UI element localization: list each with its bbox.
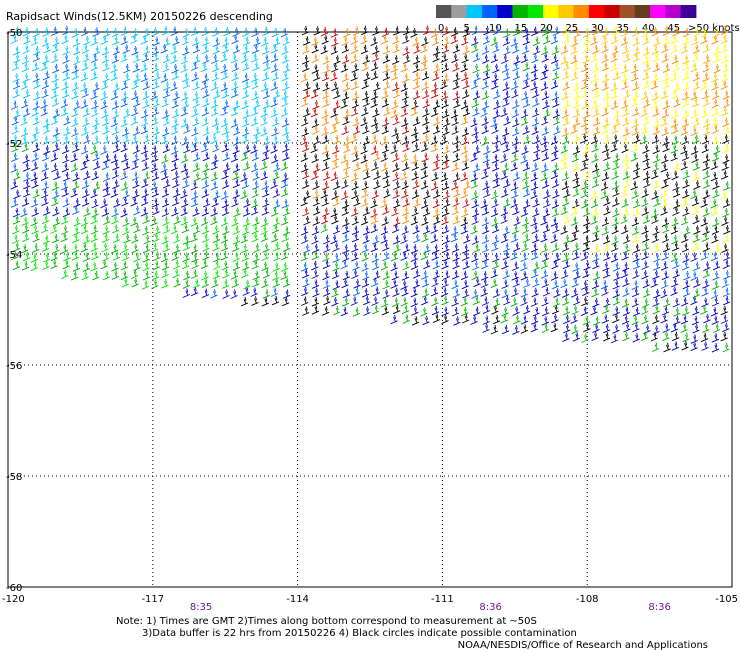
legend-swatch bbox=[665, 5, 682, 18]
legend-swatch bbox=[451, 5, 467, 18]
legend-tick-label: 0 bbox=[438, 23, 444, 34]
longitude-label: -114 bbox=[286, 594, 309, 605]
legend-swatch bbox=[680, 5, 697, 18]
legend-swatch bbox=[466, 5, 483, 18]
map-title: Rapidsact Winds(12.5KM) 20150226 descend… bbox=[6, 10, 273, 23]
note-line-2: 3)Data buffer is 22 hrs from 20150226 4)… bbox=[142, 628, 577, 639]
legend-swatch bbox=[619, 5, 636, 18]
legend-swatch bbox=[634, 5, 651, 18]
wind-barb-icon bbox=[11, 214, 290, 290]
legend-swatch bbox=[497, 5, 513, 18]
wind-barb-icon bbox=[10, 25, 291, 146]
legend-tick-label: 35 bbox=[616, 23, 629, 34]
wind-barb-icon bbox=[10, 26, 731, 353]
latitude-label: -58 bbox=[6, 472, 22, 483]
pass-time-label: 8:36 bbox=[479, 602, 501, 613]
wind-barb-icon bbox=[560, 25, 731, 254]
wind-barb-icon bbox=[300, 25, 470, 227]
wind-barb-icon bbox=[10, 25, 731, 299]
legend-swatch bbox=[558, 5, 575, 18]
longitude-label: -117 bbox=[141, 594, 164, 605]
legend-swatch bbox=[481, 5, 498, 18]
legend-swatch bbox=[543, 5, 559, 18]
latitude-label: -52 bbox=[6, 139, 22, 150]
legend-swatch bbox=[512, 5, 529, 18]
legend-swatch bbox=[573, 5, 590, 18]
longitude-label: -108 bbox=[576, 594, 599, 605]
legend-tick-label: 45 bbox=[667, 23, 680, 34]
legend-unit-label: >50 knots bbox=[688, 23, 740, 34]
legend-swatch bbox=[650, 5, 666, 18]
wind-barb-icon bbox=[10, 25, 731, 353]
legend-tick-label: 40 bbox=[642, 23, 655, 34]
latitude-label: -56 bbox=[6, 361, 22, 372]
legend-tick-label: 15 bbox=[514, 23, 527, 34]
legend-swatch bbox=[604, 5, 620, 18]
wind-barb-icon bbox=[300, 25, 731, 225]
plot-area bbox=[7, 25, 733, 588]
longitude-label: -120 bbox=[2, 594, 25, 605]
longitude-label: -111 bbox=[431, 594, 454, 605]
latitude-label: -50 bbox=[6, 28, 22, 39]
legend-tick-label: 25 bbox=[565, 23, 578, 34]
credit-line: NOAA/NESDIS/Office of Research and Appli… bbox=[458, 640, 708, 650]
legend-swatch bbox=[436, 5, 452, 18]
legend-swatch bbox=[588, 5, 605, 18]
pass-time-label: 8:36 bbox=[648, 602, 670, 613]
note-line-1: Note: 1) Times are GMT 2)Times along bot… bbox=[116, 616, 537, 627]
pass-time-label: 8:35 bbox=[190, 602, 212, 613]
latitude-label: -60 bbox=[6, 583, 22, 594]
wind-barb-icon bbox=[240, 25, 731, 353]
longitude-label: -105 bbox=[715, 594, 738, 605]
latitude-label: -54 bbox=[6, 250, 22, 261]
wind-barb-field bbox=[10, 25, 731, 353]
legend-tick-label: 10 bbox=[489, 23, 502, 34]
legend-swatch bbox=[527, 5, 544, 18]
wind-barb-icon bbox=[560, 26, 729, 136]
